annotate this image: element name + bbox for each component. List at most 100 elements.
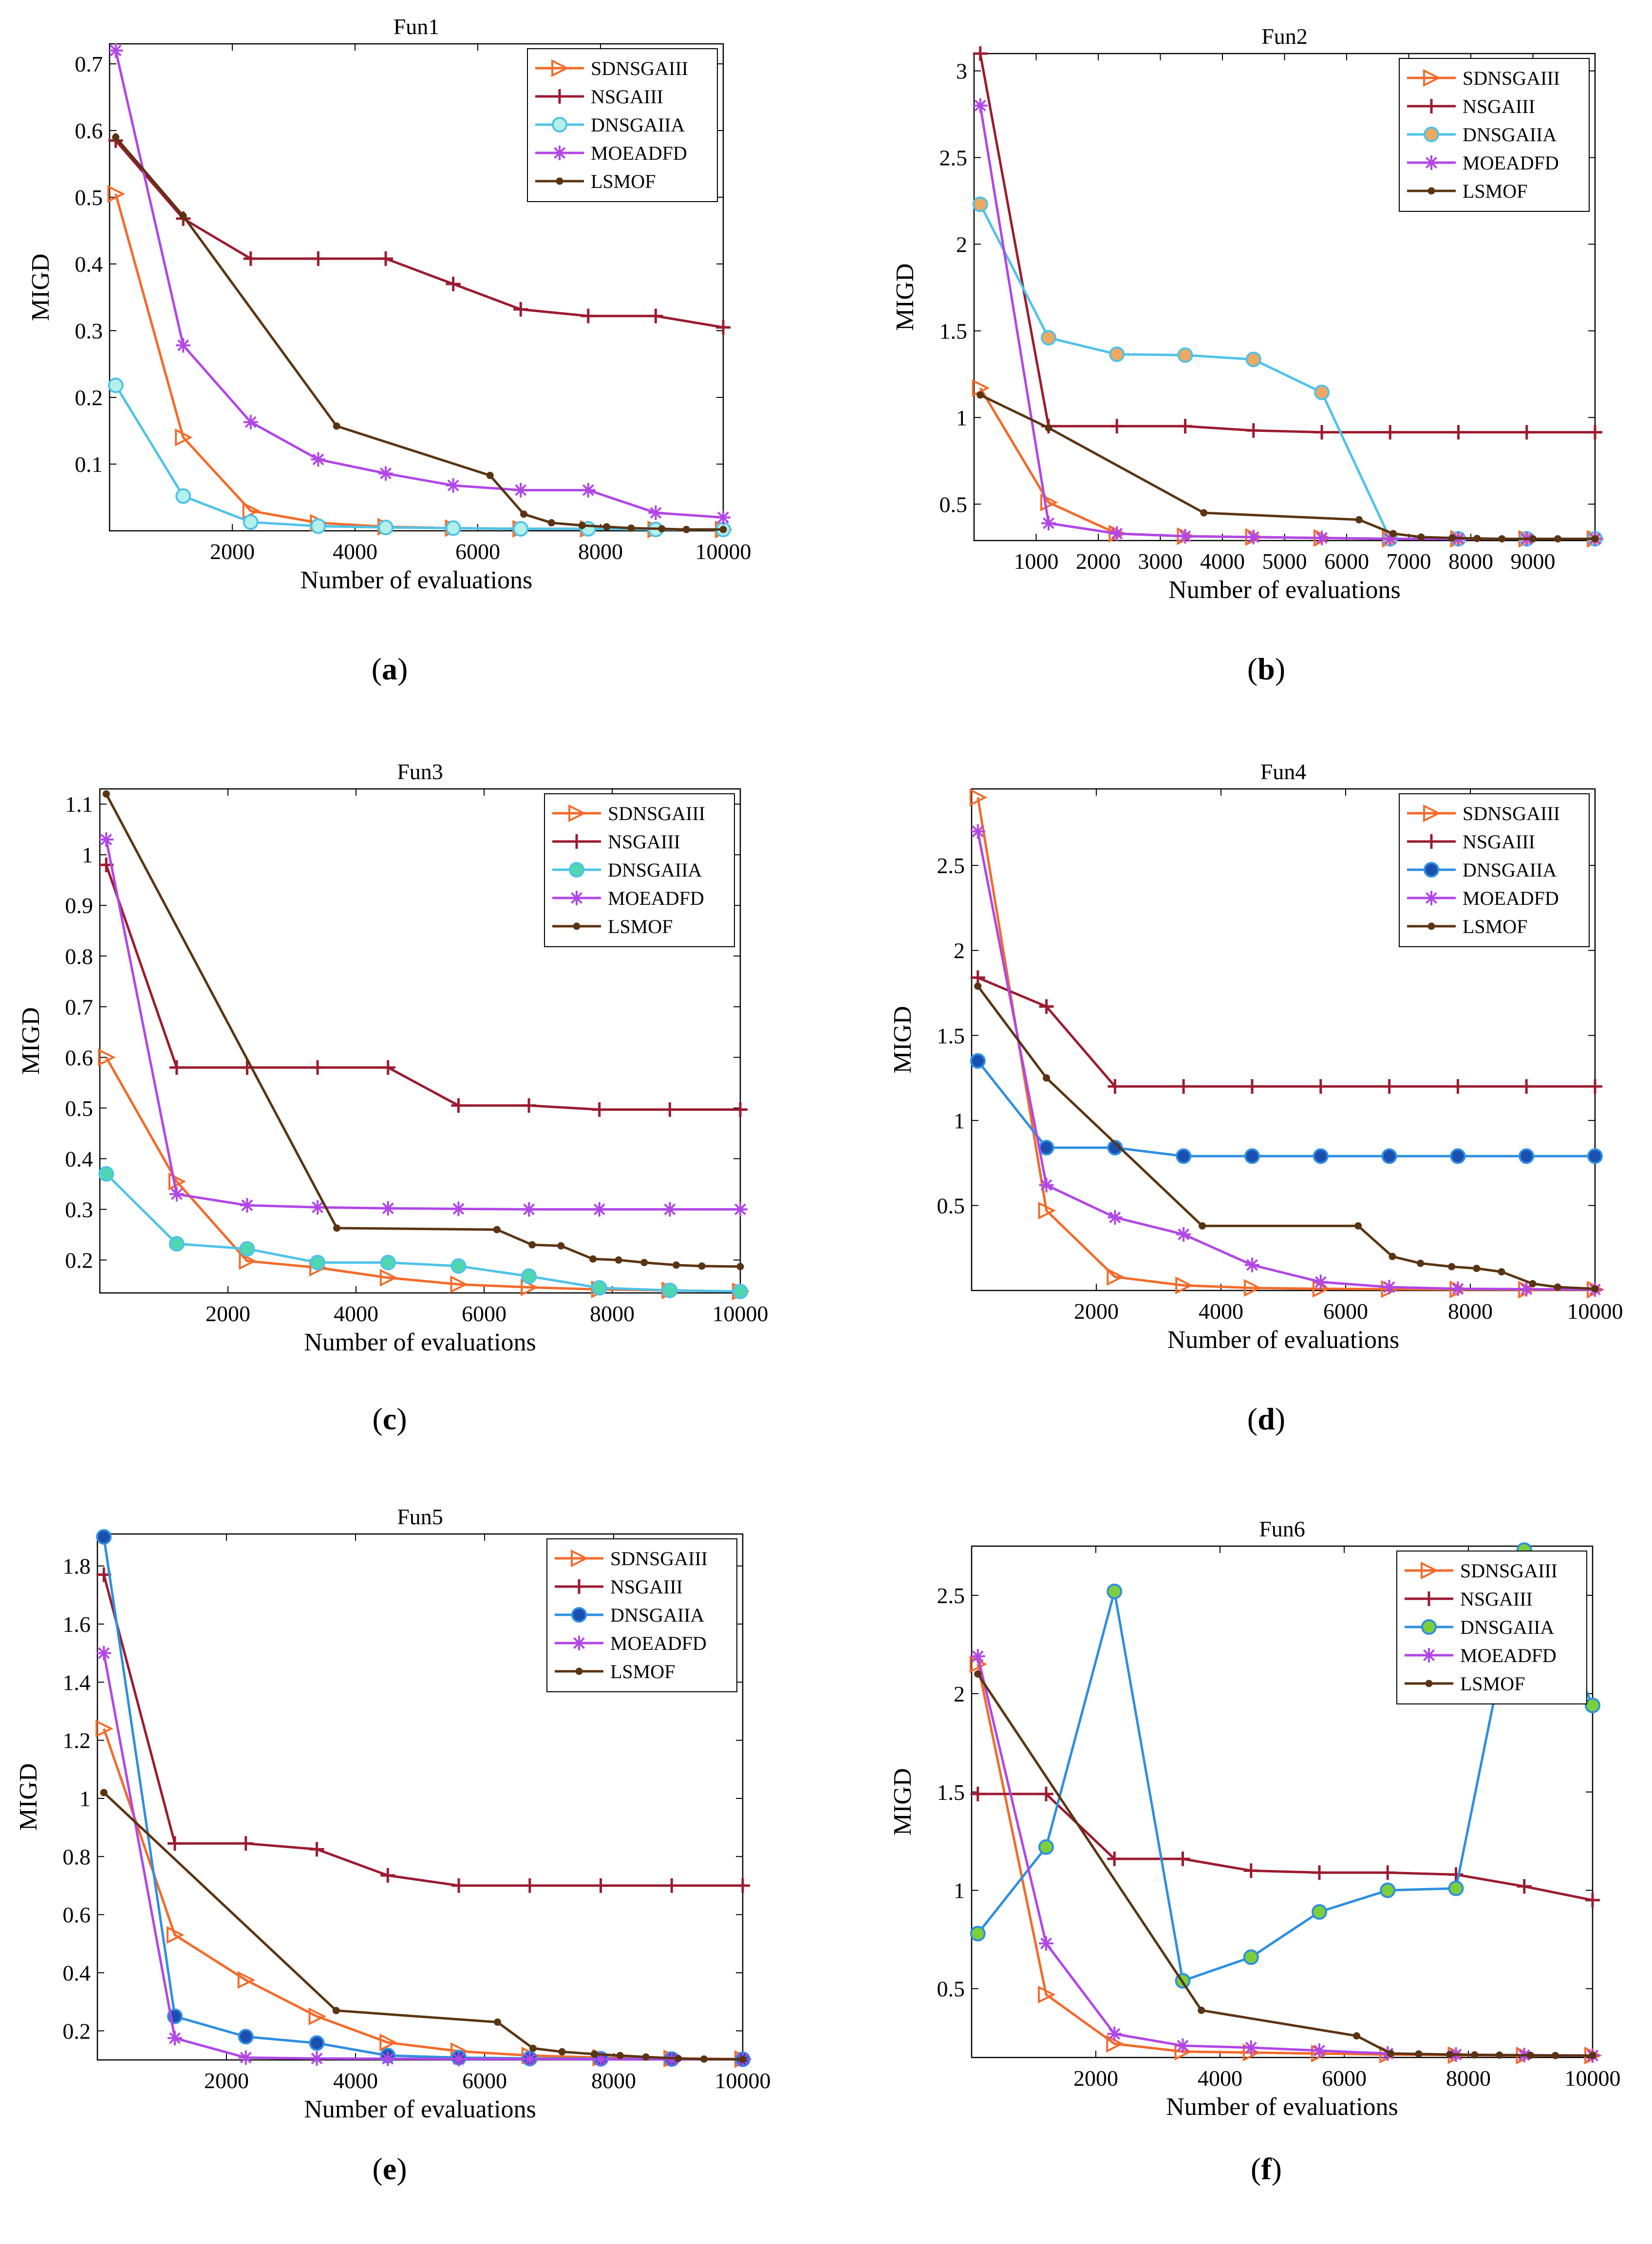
data-point xyxy=(969,788,988,806)
data-point xyxy=(592,1102,607,1117)
data-point xyxy=(175,428,193,447)
legend-marker xyxy=(1422,1591,1436,1606)
data-point xyxy=(169,1187,184,1202)
x-axis-label: Number of evaluations xyxy=(1167,1326,1400,1354)
data-point xyxy=(593,2052,608,2067)
data-point xyxy=(380,2051,395,2066)
legend-entry-sdnsgaiii: SDNSGAIII xyxy=(555,1548,708,1570)
data-point xyxy=(169,1060,184,1075)
data-point xyxy=(112,133,120,141)
legend-entry-dnsgaiia: DNSGAIIA xyxy=(1407,124,1557,146)
data-point xyxy=(380,1060,395,1075)
data-point xyxy=(243,251,258,266)
data-point xyxy=(1200,509,1208,517)
y-tick-label: 0.3 xyxy=(75,318,103,343)
legend-marker xyxy=(1423,69,1441,87)
chart-title: Fun3 xyxy=(397,759,443,784)
y-axis-label: MIGD xyxy=(889,1006,917,1074)
data-point xyxy=(1107,1851,1122,1867)
data-point xyxy=(96,1646,112,1661)
data-point xyxy=(238,2029,254,2045)
legend-label: NSGAIII xyxy=(608,831,680,853)
data-point xyxy=(1313,1148,1329,1164)
data-point xyxy=(590,2050,598,2058)
data-point xyxy=(1589,2052,1596,2059)
data-point xyxy=(1314,530,1329,545)
data-point xyxy=(1175,1851,1190,1867)
data-point xyxy=(603,523,611,531)
data-point xyxy=(1246,529,1261,544)
legend-marker xyxy=(572,1579,586,1594)
legend-entry-lsmof: LSMOF xyxy=(1405,1673,1525,1695)
x-axis-label: Number of evaluations xyxy=(304,1328,536,1356)
chart-title: Fun5 xyxy=(397,1504,443,1529)
y-tick-label: 1.1 xyxy=(65,792,94,817)
data-point xyxy=(1587,1148,1603,1164)
y-tick-label: 0.5 xyxy=(65,1096,94,1121)
x-tick-label: 8000 xyxy=(1448,1299,1493,1324)
data-point xyxy=(1383,425,1398,440)
x-tick-label: 2000 xyxy=(1076,549,1121,574)
legend-marker xyxy=(571,1549,589,1568)
y-tick-label: 1 xyxy=(954,1108,965,1133)
data-point xyxy=(529,2044,537,2052)
legend-marker xyxy=(1423,804,1441,823)
data-point xyxy=(451,1201,466,1216)
data-point xyxy=(1471,2051,1479,2059)
y-tick-label: 0.2 xyxy=(75,385,103,410)
data-point xyxy=(380,1254,396,1271)
data-point xyxy=(310,1060,325,1075)
data-point xyxy=(1244,1148,1260,1164)
series-lsmof xyxy=(976,391,1599,542)
data-point xyxy=(1554,535,1561,542)
legend-entry-nsgaiii: NSGAIII xyxy=(552,831,680,853)
legend-entry-sdnsgaiii: SDNSGAIII xyxy=(535,57,688,79)
panel-caption: (f) xyxy=(1251,2151,1282,2186)
x-tick-label: 4000 xyxy=(334,1301,378,1326)
panel-caption-letter: b xyxy=(1258,652,1275,686)
x-tick-label: 7000 xyxy=(1387,549,1431,574)
legend-label: SDNSGAIII xyxy=(1463,67,1560,89)
data-point xyxy=(239,1241,255,1257)
y-tick-label: 0.6 xyxy=(65,1045,94,1070)
data-point xyxy=(446,478,461,493)
data-point xyxy=(973,98,988,113)
data-point xyxy=(493,1226,501,1234)
series-line xyxy=(114,139,724,329)
data-point xyxy=(1448,1263,1456,1271)
data-point xyxy=(558,2048,566,2056)
legend-entry-nsgaiii: NSGAIII xyxy=(1407,95,1535,117)
legend-label: DNSGAIIA xyxy=(591,114,685,136)
legend-entry-sdnsgaiii: SDNSGAIII xyxy=(1407,67,1560,89)
panel-caption-letter: f xyxy=(1261,2151,1272,2186)
data-point xyxy=(970,1786,985,1801)
data-point xyxy=(451,1098,466,1113)
data-point xyxy=(379,1269,398,1287)
y-tick-label: 0.8 xyxy=(65,944,94,969)
data-point xyxy=(1585,1698,1600,1714)
y-tick-label: 0.7 xyxy=(75,52,103,76)
data-point xyxy=(658,525,666,533)
data-point xyxy=(378,466,393,481)
y-tick-label: 0.4 xyxy=(65,1146,94,1171)
data-point xyxy=(970,1926,986,1942)
x-tick-label: 6000 xyxy=(1322,2066,1367,2091)
data-point xyxy=(445,520,461,536)
y-axis-label: MIGD xyxy=(889,1768,917,1836)
data-point xyxy=(1417,533,1425,541)
y-tick-label: 2.5 xyxy=(937,1583,965,1608)
x-tick-label: 2000 xyxy=(1074,1299,1119,1324)
chart-title: Fun2 xyxy=(1261,24,1308,49)
x-tick-label: 8000 xyxy=(1448,549,1493,574)
series-line xyxy=(979,393,1595,540)
x-tick-label: 6000 xyxy=(1324,549,1369,574)
data-point xyxy=(311,251,326,266)
data-point xyxy=(179,212,187,220)
data-point xyxy=(1473,535,1481,542)
data-point xyxy=(310,518,326,534)
data-point xyxy=(1176,1227,1191,1242)
data-point xyxy=(615,1256,622,1264)
legend-label: DNSGAIIA xyxy=(608,859,702,881)
chart-panel-1: Fun1 2000 4000 6000 8000 10000 0.1 0.2 0.3 0.4 0.5… xyxy=(27,14,751,594)
data-point xyxy=(451,1878,466,1893)
